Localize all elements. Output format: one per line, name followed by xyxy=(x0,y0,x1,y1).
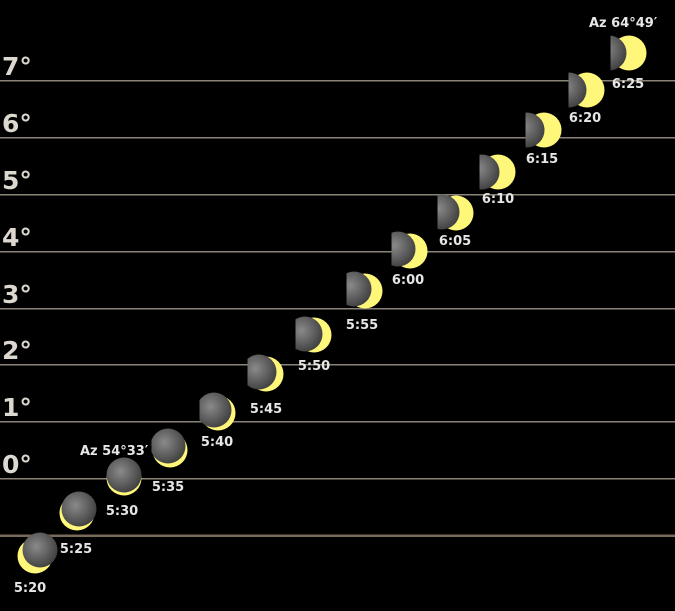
eclipse-frame: 5:20 xyxy=(14,532,58,596)
moon-disc xyxy=(151,428,186,464)
time-label: 5:35 xyxy=(152,480,184,495)
time-label: 6:15 xyxy=(526,152,558,167)
moon-disc xyxy=(479,154,500,190)
eclipse-frame: 6:10 xyxy=(479,154,516,207)
altitude-gridline xyxy=(0,421,675,423)
eclipse-frame: 6:20 xyxy=(568,72,605,126)
time-label: 5:50 xyxy=(298,359,330,374)
eclipse-frame: 5:30 xyxy=(106,457,142,519)
altitude-label: 3° xyxy=(2,280,32,309)
altitude-gridline xyxy=(0,80,675,82)
time-label: 5:40 xyxy=(201,435,233,450)
altitude-gridline xyxy=(0,364,675,366)
eclipse-frame: 5:35 xyxy=(151,428,188,495)
eclipse-frame: 6:00 xyxy=(391,231,428,288)
time-label: 5:20 xyxy=(14,581,46,596)
time-label: 6:05 xyxy=(439,234,471,249)
moon-disc xyxy=(247,354,277,390)
moon-disc xyxy=(295,316,323,352)
altitude-label: 6° xyxy=(2,109,32,138)
moon-disc xyxy=(106,457,142,493)
altitude-gridline xyxy=(0,478,675,480)
eclipse-frame: 5:50 xyxy=(295,316,332,374)
time-label: 5:45 xyxy=(250,402,282,417)
altitude-gridline xyxy=(0,251,675,253)
altitude-label: 0° xyxy=(2,450,32,479)
altitude-label: 7° xyxy=(2,52,32,81)
time-label: 5:30 xyxy=(106,504,138,519)
eclipse-frame: 5:45 xyxy=(247,354,284,417)
moon-disc xyxy=(61,491,97,527)
moon-disc xyxy=(437,194,460,230)
moon-disc xyxy=(391,231,416,267)
eclipse-frame: 6:05 xyxy=(437,194,474,249)
eclipse-frame: 6:15 xyxy=(525,112,562,167)
moon-disc xyxy=(199,392,232,428)
altitude-label: 5° xyxy=(2,166,32,195)
azimuth-start-label: Az 54°33′ xyxy=(80,444,149,459)
moon-disc xyxy=(610,35,627,71)
time-label: 6:20 xyxy=(569,111,601,126)
moon-disc xyxy=(22,532,58,568)
altitude-label: 2° xyxy=(2,336,32,365)
time-label: 5:25 xyxy=(60,542,92,557)
altitude-label: 4° xyxy=(2,223,32,252)
altitude-gridline xyxy=(0,308,675,310)
time-label: 5:55 xyxy=(346,318,378,333)
altitude-gridline xyxy=(0,137,675,139)
eclipse-frame: 5:55 xyxy=(346,271,383,333)
altitude-label: 1° xyxy=(2,393,32,422)
altitude-gridline xyxy=(0,194,675,196)
time-label: 6:00 xyxy=(392,273,424,288)
time-label: 6:10 xyxy=(482,192,514,207)
horizon-line xyxy=(0,534,675,537)
eclipse-frame: 6:25 xyxy=(610,35,647,92)
time-label: 6:25 xyxy=(612,77,644,92)
moon-disc xyxy=(568,72,587,108)
moon-disc xyxy=(525,112,545,148)
azimuth-end-label: Az 64°49′ xyxy=(589,16,658,31)
eclipse-frame: 5:40 xyxy=(199,392,236,450)
moon-disc xyxy=(346,271,372,307)
eclipse-frame: 5:25 xyxy=(59,491,97,557)
